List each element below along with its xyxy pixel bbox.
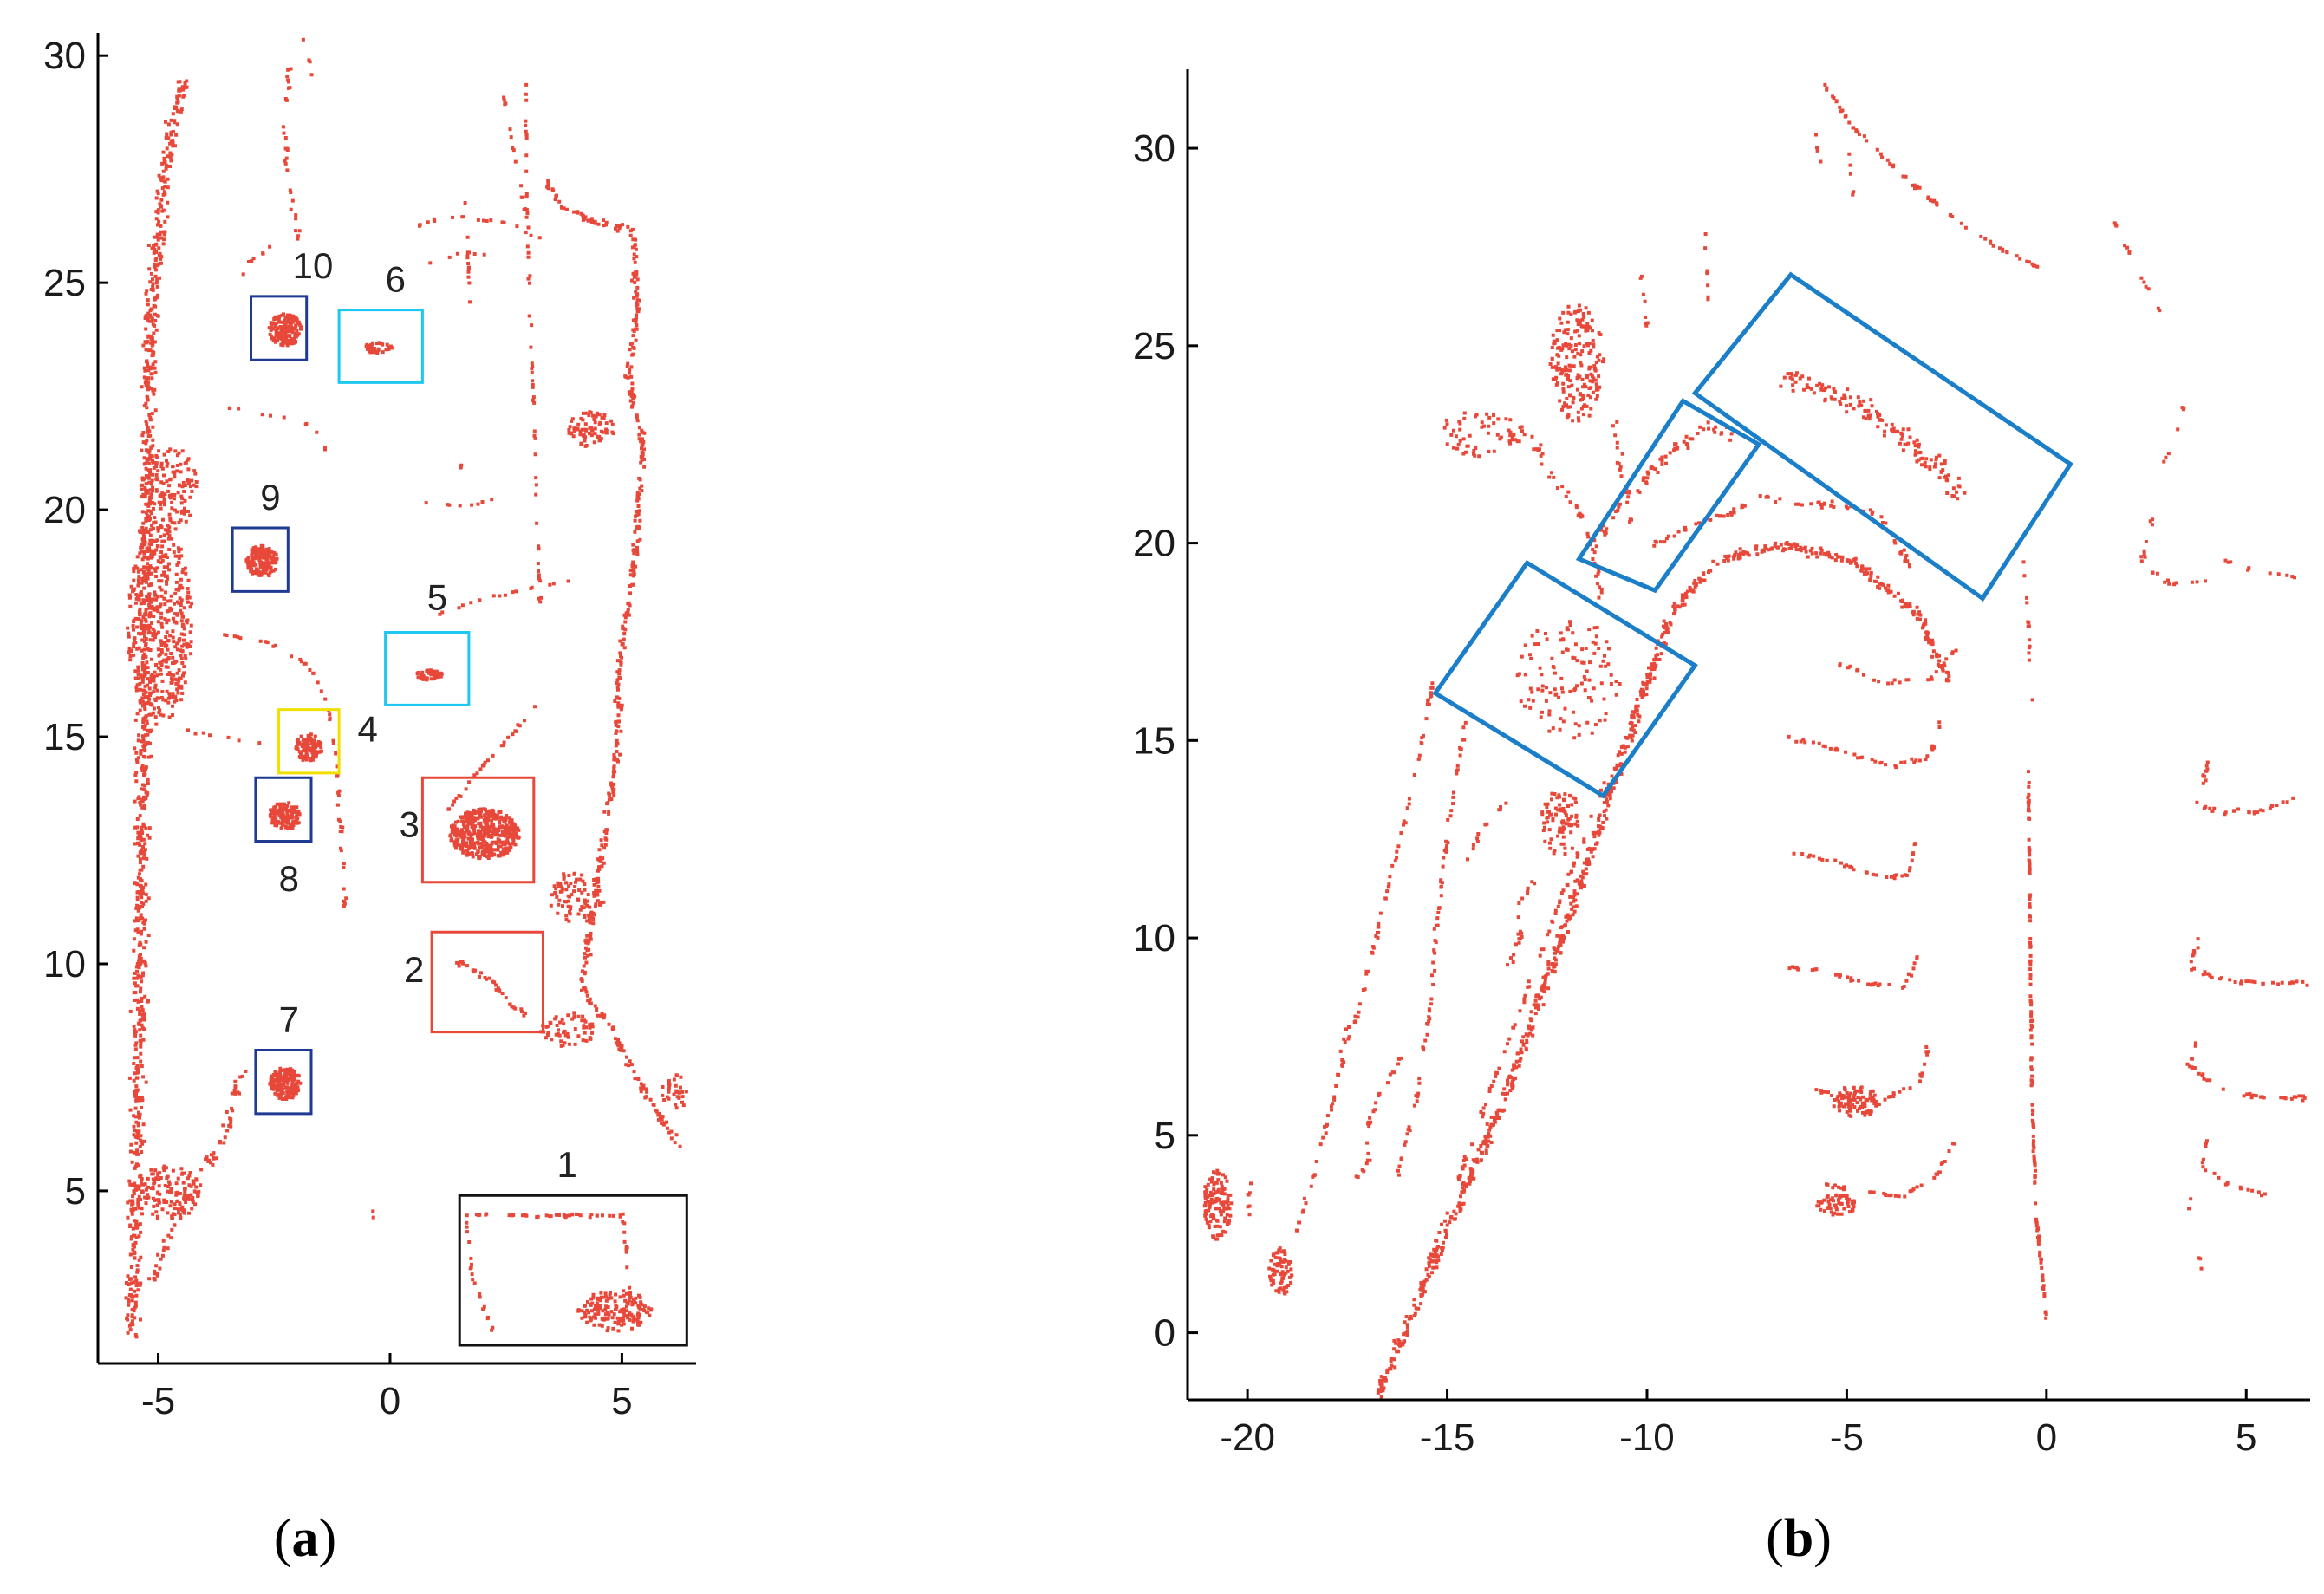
annotation-label: 3	[400, 804, 420, 844]
panel-a-annotations: 1 2 3 4 5 6 7 8 9 10	[231, 245, 688, 1347]
panel-a-caption: (a)	[274, 1509, 336, 1568]
y-tick-label: 0	[1155, 1312, 1175, 1355]
panel-b-points	[1202, 82, 2309, 1402]
annotation-label: 10	[293, 245, 334, 286]
annotation-box	[277, 708, 341, 775]
y-tick-label: 20	[43, 489, 86, 531]
annotation-box	[420, 776, 536, 884]
annotation-label: 1	[557, 1144, 577, 1185]
x-tick-label: 0	[380, 1380, 400, 1422]
annotation-box	[1691, 271, 2073, 602]
y-tick-label: 10	[43, 943, 86, 986]
y-tick-label: 30	[1133, 127, 1175, 170]
x-tick-label: 5	[611, 1380, 632, 1422]
x-tick-label: 5	[2236, 1416, 2256, 1459]
panel-a-points	[124, 37, 688, 1339]
y-tick-label: 5	[1155, 1115, 1175, 1157]
y-tick-label: 25	[1133, 325, 1175, 368]
annotation-box	[430, 930, 544, 1034]
y-tick-label: 25	[43, 262, 86, 304]
annotation-box	[254, 1049, 313, 1116]
x-tick-label: -5	[1830, 1416, 1864, 1459]
annotation-label: 9	[260, 477, 280, 517]
y-tick-label: 10	[1133, 917, 1175, 960]
annotation-box	[250, 295, 309, 361]
y-tick-label: 20	[1133, 523, 1175, 565]
y-tick-label: 15	[1133, 719, 1175, 762]
point-cloud	[1202, 82, 2309, 1402]
annotation-box	[1432, 560, 1698, 799]
annotation-label: 7	[279, 999, 299, 1040]
annotation-box	[1575, 398, 1762, 594]
y-tick-label: 30	[43, 35, 86, 77]
point-cloud	[124, 37, 688, 1339]
x-tick-label: -20	[1220, 1416, 1275, 1459]
panel-b-axes: -20 -15 -10 -5 0 5 0 5 10 15 20 25 30	[1133, 69, 2310, 1459]
annotation-box	[458, 1194, 688, 1347]
annotation-box	[384, 631, 471, 706]
x-tick-label: -15	[1420, 1416, 1475, 1459]
annotation-label: 8	[279, 858, 299, 899]
x-tick-label: 0	[2036, 1416, 2057, 1459]
annotation-box	[337, 309, 424, 384]
panel-a-chart: 1 2 3 4 5 6 7 8 9 10 -5 0 5 5 10 15 20 25 30 (a)	[43, 33, 696, 1568]
panel-b-chart: -20 -15 -10 -5 0 5 0 5 10 15 20 25 30 (b)	[1133, 69, 2310, 1568]
annotation-label: 6	[386, 259, 406, 300]
annotation-label: 2	[404, 949, 424, 990]
x-tick-label: -10	[1619, 1416, 1675, 1459]
annotation-label: 4	[358, 708, 378, 749]
annotation-label: 5	[427, 576, 447, 617]
panel-b-annotations	[1432, 271, 2073, 799]
x-tick-label: -5	[141, 1380, 175, 1422]
y-tick-label: 15	[43, 716, 86, 758]
y-tick-label: 5	[65, 1170, 86, 1213]
panel-b-caption: (b)	[1766, 1509, 1832, 1568]
annotation-box	[254, 776, 313, 843]
annotation-box	[231, 526, 290, 593]
